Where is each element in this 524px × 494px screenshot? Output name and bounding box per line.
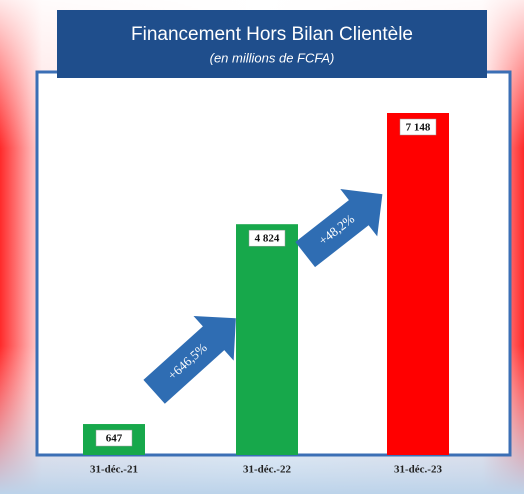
value-label: 647: [106, 433, 123, 445]
value-label: 7 148: [406, 122, 431, 134]
x-tick-label: 31-déc.-22: [243, 464, 291, 476]
title-box: [57, 10, 487, 78]
bar: [387, 113, 449, 455]
x-tick-label: 31-déc.-23: [394, 464, 442, 476]
value-label-box: [248, 229, 286, 247]
chart-title: Financement Hors Bilan Clientèle: [131, 24, 413, 45]
x-tick-label: 31-déc.-21: [90, 464, 138, 476]
bar: [236, 224, 298, 455]
value-label-box: [95, 429, 133, 447]
value-label-box: [399, 118, 437, 136]
chart-subtitle: (en millions de FCFA): [210, 50, 335, 65]
value-label: 4 824: [255, 233, 280, 245]
